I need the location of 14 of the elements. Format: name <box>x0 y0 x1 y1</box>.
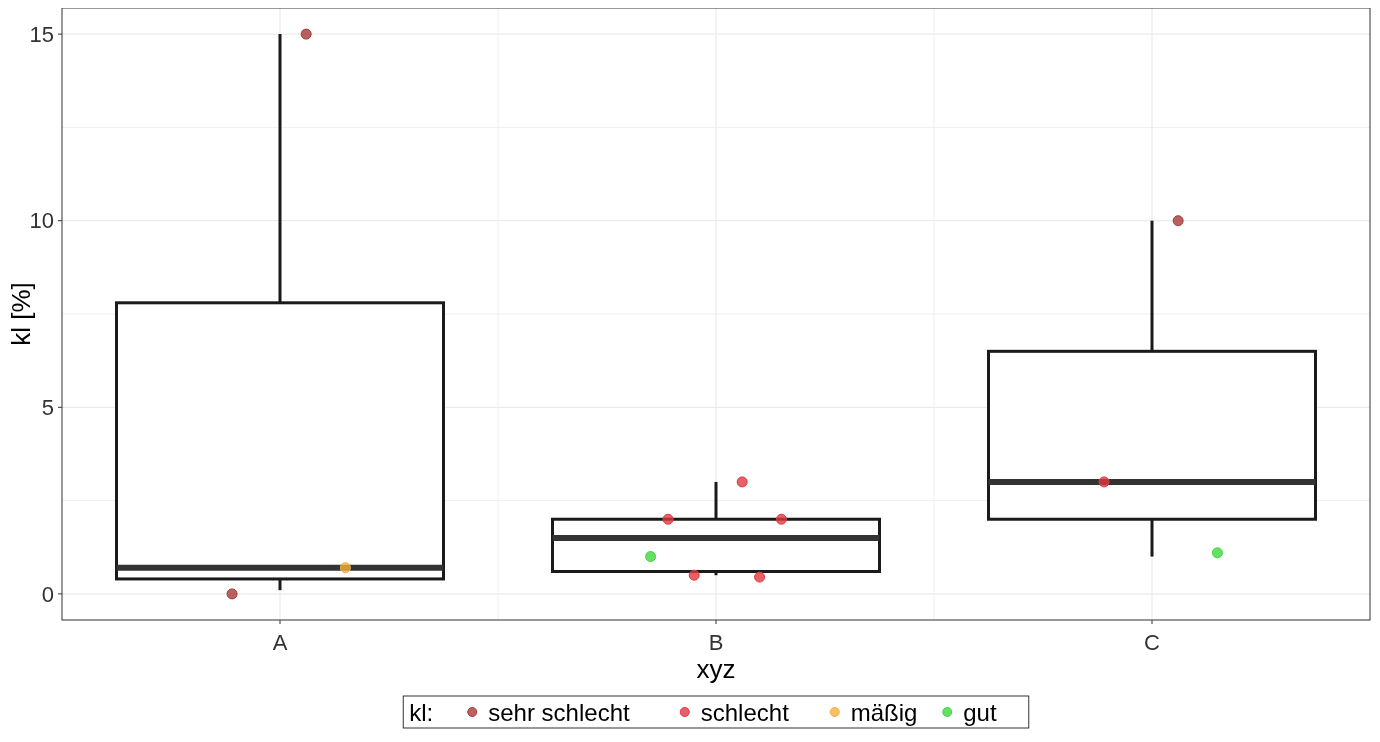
x-tick-label: C <box>1144 630 1161 655</box>
y-axis-title: kl [%] <box>6 282 36 346</box>
y-tick-label: 15 <box>29 21 54 47</box>
legend-label: gut <box>963 699 997 726</box>
x-tick-label: A <box>272 630 288 655</box>
legend-label: sehr schlecht <box>488 699 630 726</box>
legend-label: schlecht <box>700 699 790 726</box>
x-tick-label: B <box>708 630 724 655</box>
legend-title: kl: <box>409 699 434 726</box>
y-tick-label: 5 <box>41 394 54 420</box>
y-tick-label: 0 <box>41 581 54 607</box>
y-tick-label: 10 <box>29 208 54 234</box>
legend-label: mäßig <box>850 699 918 726</box>
x-axis-title: xyz <box>696 654 736 684</box>
